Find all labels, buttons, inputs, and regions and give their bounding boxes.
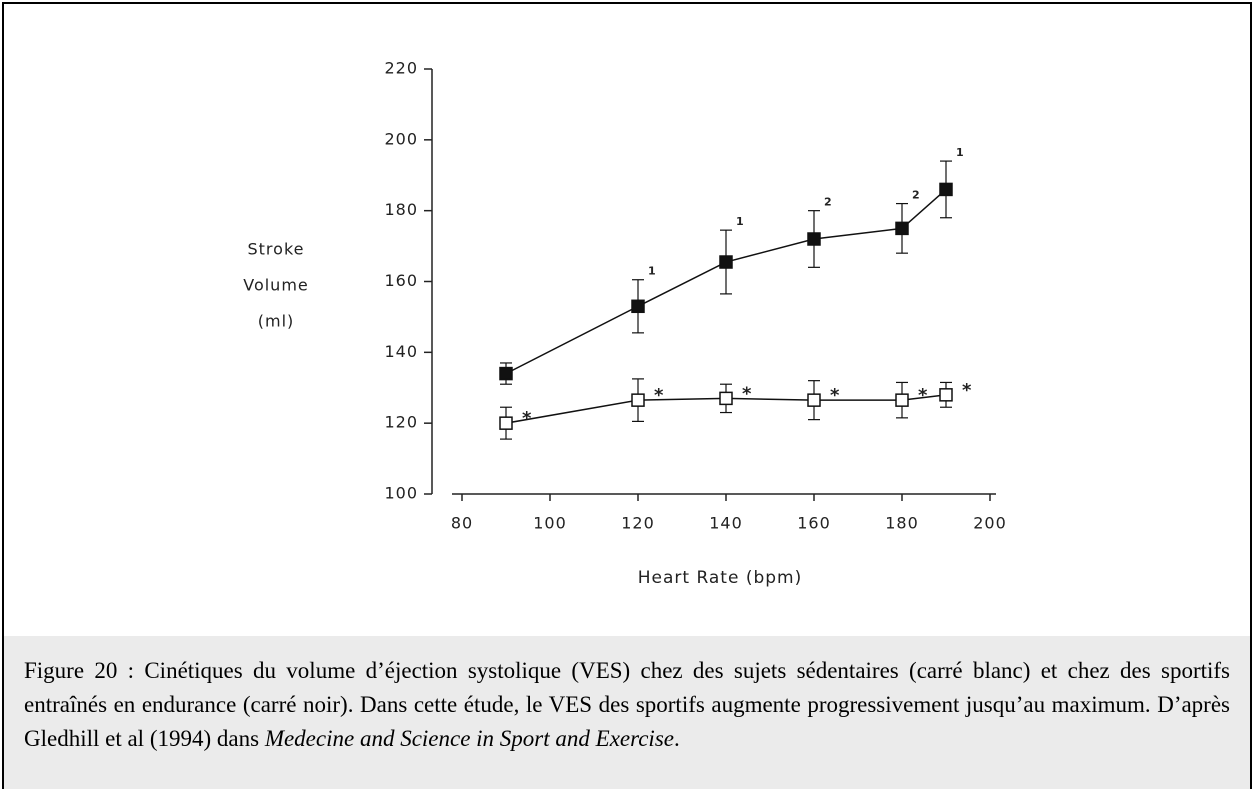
marker bbox=[807, 393, 821, 407]
x-tick-label: 180 bbox=[885, 514, 919, 533]
y-tick-label: 220 bbox=[384, 59, 418, 78]
caption-end: . bbox=[673, 726, 680, 751]
point-label: * bbox=[654, 385, 664, 406]
caption-journal: Medecine and Science in Sport and Exerci… bbox=[264, 726, 674, 751]
marker bbox=[631, 393, 645, 407]
x-tick-label: 120 bbox=[621, 514, 655, 533]
caption-text: Figure 20 : Cinétiques du volume d’éject… bbox=[24, 658, 1230, 751]
marker bbox=[895, 221, 909, 236]
point-label: 1 bbox=[736, 215, 745, 228]
chart: Heart Rate (bpm) 100 120 140 160 180 200 220 80… bbox=[243, 59, 1007, 589]
point-label: * bbox=[742, 383, 752, 404]
point-label: 2 bbox=[824, 196, 833, 209]
marker bbox=[631, 299, 645, 314]
y-tick-label: 200 bbox=[384, 129, 418, 148]
series-line bbox=[505, 188, 947, 375]
x-tick-label: 160 bbox=[797, 514, 831, 533]
marker bbox=[499, 416, 513, 430]
point-label: 1 bbox=[648, 265, 657, 278]
point-label: * bbox=[962, 380, 972, 401]
marker bbox=[807, 232, 821, 246]
y-tick-label: 160 bbox=[384, 271, 418, 290]
marker bbox=[719, 391, 733, 406]
point-label: * bbox=[830, 385, 840, 406]
y-axis-label: Volume bbox=[243, 276, 309, 295]
y-axis-label: (ml) bbox=[258, 312, 295, 331]
x-tick-label: 140 bbox=[709, 514, 743, 533]
marker bbox=[939, 182, 953, 197]
marker bbox=[499, 366, 513, 381]
x-tick-label: 200 bbox=[973, 514, 1007, 533]
point-label: * bbox=[918, 385, 928, 406]
marker bbox=[939, 388, 953, 402]
point-label: 1 bbox=[956, 146, 965, 159]
point-label: * bbox=[522, 408, 532, 429]
y-tick-label: 100 bbox=[384, 484, 418, 503]
caption: Figure 20 : Cinétiques du volume d’éject… bbox=[4, 636, 1250, 789]
x-tick-label: 100 bbox=[533, 514, 567, 533]
y-tick-label: 180 bbox=[384, 200, 418, 219]
y-tick-label: 120 bbox=[384, 413, 418, 432]
x-axis-label: Heart Rate (bpm) bbox=[638, 568, 803, 588]
x-tick-label: 80 bbox=[451, 514, 473, 533]
marker bbox=[895, 393, 909, 407]
y-tick-label: 140 bbox=[384, 342, 418, 361]
y-axis-label: Stroke bbox=[248, 240, 305, 259]
series-line bbox=[505, 394, 947, 424]
point-label: 2 bbox=[912, 189, 921, 202]
marker bbox=[719, 255, 733, 269]
